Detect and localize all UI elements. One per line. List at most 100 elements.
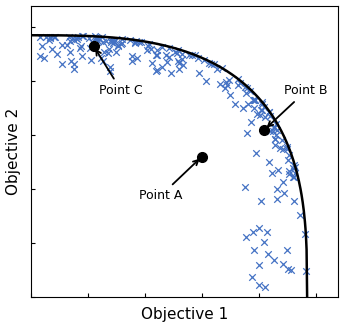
Point: [273, 132, 279, 137]
Point: [262, 104, 267, 110]
Point: [223, 85, 228, 91]
Point: [175, 58, 181, 63]
Point: [41, 55, 46, 60]
Point: [181, 62, 186, 68]
Point: [280, 180, 285, 185]
Point: [75, 36, 80, 41]
Point: [272, 136, 278, 141]
Point: [273, 122, 278, 127]
Point: [153, 52, 159, 57]
Point: [43, 35, 49, 40]
Point: [86, 36, 92, 41]
Point: [176, 60, 182, 66]
Point: [237, 81, 242, 86]
Point: [107, 64, 112, 69]
Point: [175, 47, 181, 52]
Point: [166, 45, 172, 50]
Point: [166, 54, 172, 60]
Point: [77, 45, 83, 50]
Point: [60, 42, 65, 48]
Point: [293, 170, 298, 175]
Point: [110, 38, 116, 43]
Point: [115, 42, 120, 47]
Point: [174, 50, 180, 55]
Point: [67, 49, 73, 54]
Point: [159, 65, 165, 70]
Point: [225, 82, 230, 88]
Point: [227, 92, 233, 98]
Point: [287, 153, 292, 158]
Point: [66, 35, 71, 40]
Point: [52, 34, 57, 39]
Point: [285, 157, 291, 162]
Point: [113, 49, 119, 54]
Point: [235, 76, 241, 82]
Point: [71, 61, 76, 66]
Point: [291, 174, 297, 180]
Point: [95, 36, 100, 41]
Point: [261, 240, 266, 245]
Point: [267, 113, 272, 118]
Point: [89, 39, 95, 45]
Point: [286, 172, 292, 177]
Point: [98, 55, 104, 61]
Point: [290, 174, 295, 179]
Point: [302, 232, 308, 237]
Point: [180, 51, 185, 56]
Point: [75, 34, 81, 39]
Point: [259, 99, 264, 105]
Point: [304, 268, 309, 274]
Point: [277, 146, 282, 151]
Point: [119, 40, 125, 45]
Point: [139, 39, 144, 44]
Point: [260, 101, 265, 107]
Point: [127, 38, 132, 43]
Point: [269, 170, 275, 175]
Text: Point C: Point C: [96, 50, 143, 97]
Point: [259, 107, 264, 113]
Point: [109, 37, 114, 43]
Point: [95, 38, 101, 43]
Point: [107, 47, 112, 52]
Point: [146, 42, 151, 47]
Point: [206, 61, 212, 66]
Point: [64, 43, 69, 48]
Point: [192, 53, 197, 58]
Point: [74, 35, 79, 40]
Point: [136, 39, 141, 44]
Point: [88, 57, 94, 63]
Point: [196, 55, 201, 60]
Point: [103, 38, 109, 44]
Point: [153, 68, 159, 73]
Point: [251, 105, 257, 111]
Point: [106, 50, 111, 55]
Point: [262, 285, 268, 290]
Point: [68, 58, 74, 63]
Point: [87, 45, 93, 50]
Point: [101, 58, 106, 63]
Point: [47, 35, 52, 41]
Point: [101, 49, 107, 54]
Point: [284, 147, 290, 152]
Point: [292, 162, 297, 167]
Point: [132, 39, 138, 45]
Point: [259, 107, 265, 113]
Point: [272, 143, 278, 148]
Point: [107, 69, 112, 74]
Point: [94, 34, 99, 40]
Point: [55, 51, 60, 56]
Point: [227, 77, 232, 83]
Point: [256, 282, 261, 287]
Point: [284, 144, 289, 149]
Point: [266, 109, 271, 114]
Point: [189, 53, 195, 58]
Point: [154, 68, 160, 73]
Point: [281, 190, 286, 195]
Point: [243, 90, 248, 95]
Point: [236, 82, 241, 87]
Point: [279, 137, 285, 142]
Point: [211, 61, 216, 67]
Point: [270, 128, 276, 133]
Point: [266, 109, 271, 114]
Point: [93, 34, 98, 39]
